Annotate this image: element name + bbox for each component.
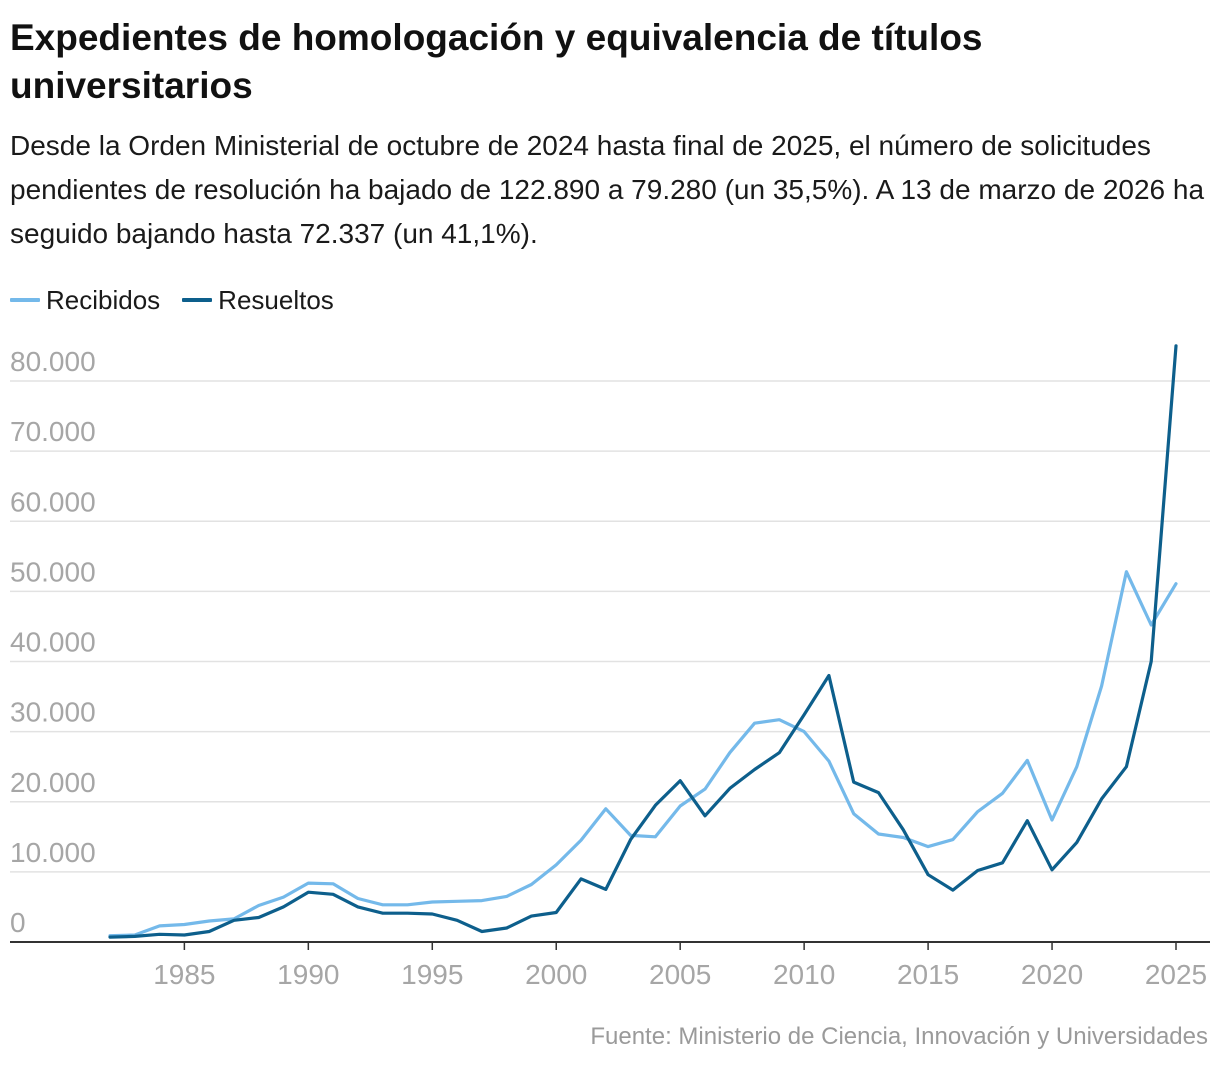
gridlines [10,380,1210,873]
line-chart: 0 10.000 20.000 30.000 40.000 50.000 60.000 70.… [10,344,1210,990]
x-axis-ticks: 1985 1990 1995 2000 2005 2010 2015 2020 2025 [153,942,1207,990]
x-tick-label: 1985 [153,959,215,990]
y-tick-label: 10.000 [10,837,96,868]
y-axis-tick-labels: 0 10.000 20.000 30.000 40.000 50.000 60.000 70.… [10,346,96,938]
y-tick-label: 40.000 [10,627,96,658]
legend-swatch-resueltos [182,298,213,302]
x-tick-label: 2015 [897,959,959,990]
x-tick-label: 2020 [1021,959,1083,990]
x-tick-label: 1990 [277,959,339,990]
series-line-resueltos [108,344,1178,939]
x-tick-label: 2010 [773,959,835,990]
y-tick-label: 80.000 [10,346,96,377]
legend-swatch-recibidos [10,298,40,302]
legend: Recibidos Resueltos [10,283,356,317]
x-tick-label: 2025 [1145,959,1207,990]
y-tick-label: 50.000 [10,556,96,587]
chart-title: Expedientes de homologación y equivalenc… [10,17,983,106]
y-tick-label: 70.000 [10,416,96,447]
source-note: Fuente: Ministerio de Ciencia, Innovació… [590,1023,1208,1050]
chart-subtitle: Desde la Orden Ministerial de octubre de… [10,130,1205,249]
x-tick-label: 2000 [525,959,587,990]
series-line-recibidos [108,570,1178,938]
legend-item-recibidos: Recibidos [10,285,160,316]
y-tick-label: 60.000 [10,486,96,517]
x-tick-label: 2005 [649,959,711,990]
legend-label-resueltos: Resueltos [218,284,334,315]
series-lines [108,344,1178,939]
y-tick-label: 0 [10,907,26,938]
y-tick-label: 30.000 [10,697,96,728]
legend-label-recibidos: Recibidos [46,284,161,315]
y-tick-label: 20.000 [10,767,96,798]
x-tick-label: 1995 [401,959,463,990]
legend-item-resueltos: Resueltos [182,285,334,316]
